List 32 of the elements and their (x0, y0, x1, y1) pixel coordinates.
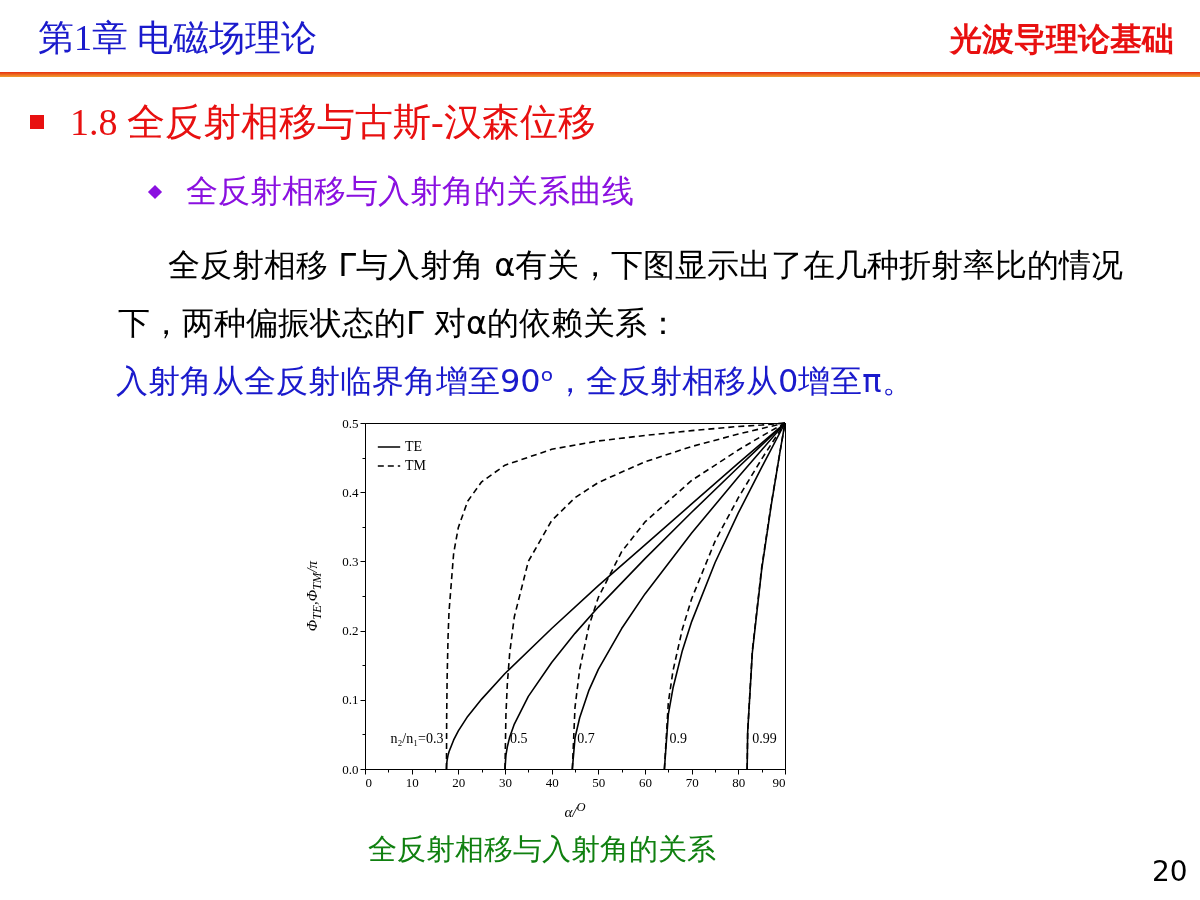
x-tick-label: 80 (732, 774, 746, 790)
annotation: n₂/n₁=0.3 (390, 731, 444, 746)
x-tick-label: 0 (365, 774, 372, 790)
text: 入射角从全反射临界角增至90ᵒ，全反射相移从0增至π。 (116, 361, 914, 402)
y-tick-label: 0.5 (342, 415, 359, 431)
x-tick-label: 20 (452, 774, 466, 790)
annotation: 0.99 (752, 731, 777, 746)
y-tick-label: 0.0 (342, 761, 359, 777)
text: 光波导理论基础 (950, 19, 1174, 60)
y-tick-label: 0.1 (342, 692, 359, 708)
legend-label: TM (405, 458, 427, 473)
y-tick-label: 0.4 (342, 484, 359, 500)
text: 全反射相移与入射角的关系 (368, 831, 716, 868)
chart-title: 第1章 电磁场理论 (38, 17, 317, 60)
x-tick-label: 90 (772, 774, 786, 790)
text: 全反射相移与入射角的关系曲线 (186, 171, 634, 212)
annotation: 0.9 (669, 731, 687, 746)
x-tick-label: 30 (499, 774, 512, 790)
x-tick-label: 60 (639, 774, 652, 790)
chart-subtitle: 1.8 全反射相移与古斯-汉森位移 (70, 100, 596, 145)
y-tick-label: 0.2 (342, 623, 359, 639)
legend-label: TE (405, 439, 423, 454)
text: 20 (1152, 855, 1188, 888)
y-tick-label: 0.3 (342, 553, 359, 569)
x-tick-label: 70 (685, 774, 699, 790)
x-tick-label: 50 (592, 774, 606, 790)
x-tick-label: 10 (405, 774, 419, 790)
annotation: 0.5 (510, 731, 528, 746)
annotation: 0.7 (577, 731, 595, 746)
x-tick-label: 40 (545, 774, 559, 790)
x-axis-title: α/$^{O}$ (564, 800, 586, 821)
text: 全反射相移 Γ与入射角 α有关，下图显示出了在几种折射率比的情况下，两种偏振状态的Γ 对α的依赖关系： (118, 245, 1125, 344)
